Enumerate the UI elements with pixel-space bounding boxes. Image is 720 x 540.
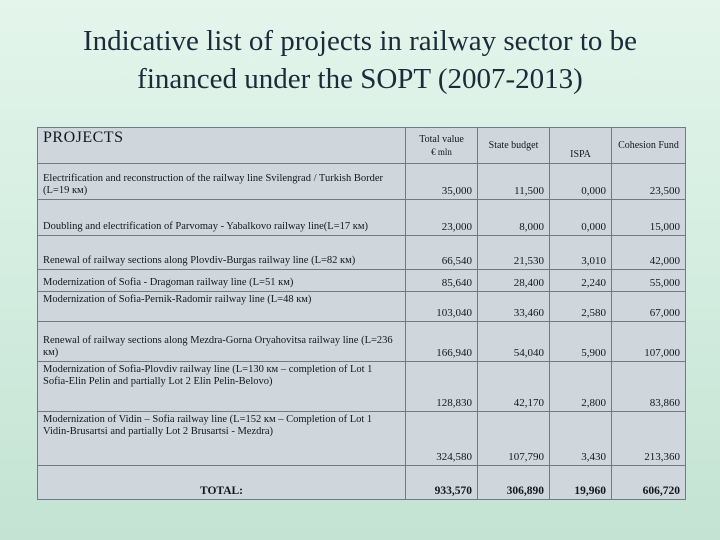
cohesion-fund-cell: 83,860 [611,361,686,412]
cohesion-fund-cell: 55,000 [611,269,686,292]
cohesion-fund-cell: 67,000 [611,291,686,322]
cohesion-fund-cell: 213,360 [611,411,686,466]
ispa-cell: 0,000 [549,163,612,200]
ispa-cell: 2,240 [549,269,612,292]
table-row: Renewal of railway sections along Plovdi… [37,235,686,270]
header-state-budget: State budget [477,127,550,164]
table-row: Modernization of Sofia-Pernik-Radomir ra… [37,291,686,322]
ispa-cell: 2,800 [549,361,612,412]
project-name: Modernization of Vidin – Sofia railway l… [37,411,406,466]
table-row: Modernization of Sofia - Dragoman railwa… [37,269,686,292]
ispa-cell: 2,580 [549,291,612,322]
state-budget-cell: 11,500 [477,163,550,200]
state-budget-cell: 8,000 [477,199,550,236]
project-name: Electrification and reconstruction of th… [37,163,406,200]
total-value-cell: 85,640 [405,269,478,292]
project-name: Modernization of Sofia-Pernik-Radomir ra… [37,291,406,322]
header-total-value: Total value € mln [405,127,478,164]
total-value-cell: 128,830 [405,361,478,412]
project-name: Renewal of railway sections along Mezdra… [37,321,406,362]
cohesion-fund-cell: 23,500 [611,163,686,200]
table-row: Modernization of Sofia-Plovdiv railway l… [37,361,686,412]
state-budget-cell: 54,040 [477,321,550,362]
total-row: TOTAL: 933,570 306,890 19,960 606,720 [37,465,686,500]
table-row: Renewal of railway sections along Mezdra… [37,321,686,362]
ispa-cell: 3,010 [549,235,612,270]
table-row: Doubling and electrification of Parvomay… [37,199,686,236]
header-total-value-label: Total value [419,133,464,145]
ispa-cell: 0,000 [549,199,612,236]
slide-title: Indicative list of projects in railway s… [0,22,720,98]
slide-title-line-1: Indicative list of projects in railway s… [82,25,638,57]
projects-table: PROJECTS Total value € mln State budget … [37,127,686,500]
table-row: Modernization of Vidin – Sofia railway l… [37,411,686,466]
state-budget-cell: 21,530 [477,235,550,270]
total-label: TOTAL: [37,465,406,500]
ispa-cell: 5,900 [549,321,612,362]
state-budget-cell: 33,460 [477,291,550,322]
header-cohesion-fund: Cohesion Fund [611,127,686,164]
total-value-cell: 166,940 [405,321,478,362]
total-value-cell: 35,000 [405,163,478,200]
project-name: Modernization of Sofia - Dragoman railwa… [37,269,406,292]
slide-title-line-2: financed under the SOPT (2007-2013) [137,63,583,95]
header-total-value-unit: € mln [431,146,452,157]
state-budget-cell: 28,400 [477,269,550,292]
header-ispa: ISPA [549,127,612,164]
total-value-cell: 324,580 [405,411,478,466]
state-budget-cell: 107,790 [477,411,550,466]
state-budget-cell: 42,170 [477,361,550,412]
cohesion-fund-cell: 42,000 [611,235,686,270]
cohesion-fund-sum: 606,720 [611,465,686,500]
total-value-sum: 933,570 [405,465,478,500]
cohesion-fund-cell: 107,000 [611,321,686,362]
ispa-sum: 19,960 [549,465,612,500]
project-name: Renewal of railway sections along Plovdi… [37,235,406,270]
project-name: Modernization of Sofia-Plovdiv railway l… [37,361,406,412]
total-value-cell: 103,040 [405,291,478,322]
state-budget-sum: 306,890 [477,465,550,500]
total-value-cell: 66,540 [405,235,478,270]
project-name: Doubling and electrification of Parvomay… [37,199,406,236]
table-row: Electrification and reconstruction of th… [37,163,686,200]
total-value-cell: 23,000 [405,199,478,236]
cohesion-fund-cell: 15,000 [611,199,686,236]
table-header-row: PROJECTS Total value € mln State budget … [37,127,686,164]
header-projects: PROJECTS [37,127,406,164]
ispa-cell: 3,430 [549,411,612,466]
